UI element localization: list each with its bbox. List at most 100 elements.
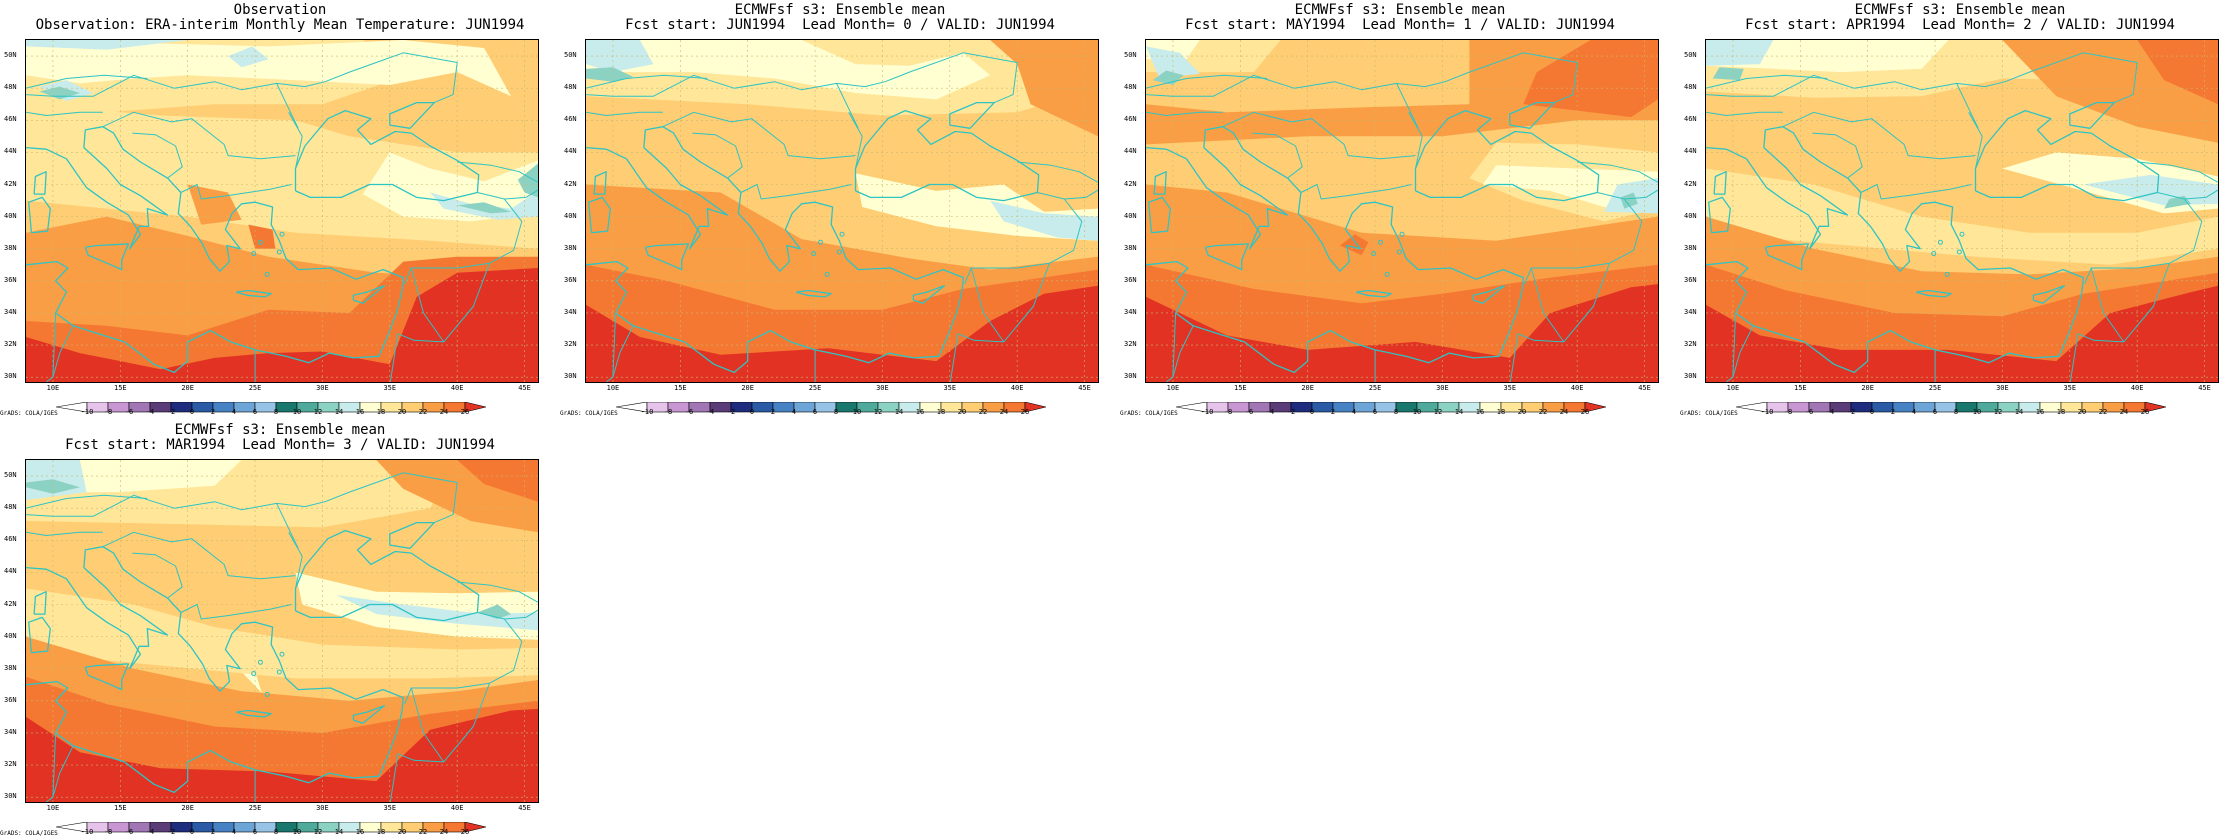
lat-tick-label: 36N [4, 695, 17, 704]
coastline [26, 680, 403, 794]
country-border [132, 552, 183, 599]
colorbar-swatch [212, 821, 235, 833]
coastline [28, 196, 51, 234]
colorbar-label: -2 [1846, 408, 1856, 416]
country-border [1396, 52, 1578, 104]
country-border [1222, 111, 1416, 160]
lon-tick-label: 20E [1301, 384, 1314, 392]
coastline [912, 285, 946, 304]
contour-region [1146, 46, 1200, 79]
country-border [404, 618, 523, 705]
lat-tick-label: 34N [4, 307, 17, 316]
colorbar-swatch [1374, 401, 1397, 413]
lat-tick-label: 40N [1684, 211, 1697, 220]
island [811, 251, 817, 257]
lon-tick-label: 20E [1861, 384, 1874, 392]
temperature-map [1145, 39, 1659, 383]
country-border [1146, 74, 1268, 89]
island [257, 239, 263, 245]
colorbar: -10 -8 -6 -4 -2 0 2 4 6 8 10 12 14 16 18 20 22 24 26 [1175, 398, 1616, 416]
lat-tick-label: 46N [1124, 115, 1137, 124]
coastline [1204, 243, 1250, 271]
colorbar-label: -4 [145, 408, 155, 416]
colorbar-label: 8 [273, 408, 279, 416]
colorbar-label: 8 [833, 408, 839, 416]
contour-region [26, 40, 188, 50]
lon-tick-label: 45E [518, 804, 531, 812]
colorbar-swatch [233, 401, 256, 413]
country-border [410, 687, 445, 763]
country-border [1172, 325, 1194, 378]
colorbar-label: 16 [2035, 408, 2045, 416]
country-border [836, 52, 1018, 104]
shaded-field [26, 460, 538, 802]
colorbar-label: -2 [1286, 408, 1296, 416]
lat-tick-label: 38N [1124, 243, 1137, 252]
colorbar-swatches [55, 821, 487, 833]
contour-region [26, 268, 538, 382]
contour-region [430, 190, 538, 220]
country-border [1812, 132, 1863, 179]
lon-tick-label: 25E [248, 384, 262, 392]
coastline [1356, 289, 1392, 298]
panel-subtitle: Fcst start: APR1994 Lead Month= 2 / VALI… [1745, 17, 2175, 33]
coastline [949, 101, 995, 129]
coastline [1153, 171, 1167, 195]
map-panel: ECMWFsf s3: Ensemble mean Fcst start: MAR… [0, 420, 560, 840]
colorbar-label: -2 [726, 408, 736, 416]
lat-tick-label: 30N [564, 372, 577, 381]
colorbar-arrow-high [464, 821, 487, 833]
colorbar-label: -10 [1760, 408, 1774, 416]
country-border [1509, 263, 1610, 382]
country-border [740, 184, 852, 200]
coastline [352, 705, 386, 724]
island [1371, 251, 1377, 257]
lat-tick-label: 42N [1684, 179, 1697, 188]
lat-tick-label: 48N [1124, 83, 1137, 92]
colorbar-swatch [1934, 401, 1957, 413]
coastline [352, 285, 386, 304]
lat-tick-label: 30N [1124, 372, 1137, 381]
country-border [2069, 263, 2170, 382]
lon-tick-label: 45E [1638, 384, 1651, 392]
colorbar-swatch [793, 401, 816, 413]
colorbar-label: 22 [2098, 408, 2108, 416]
panel-subtitle: Observation: ERA-interim Monthly Mean Te… [35, 17, 525, 33]
colorbar-label: 26 [1580, 408, 1590, 416]
colorbar-label: -2 [166, 828, 176, 836]
lon-tick-label: 35E [943, 384, 957, 392]
country-border [949, 263, 1050, 382]
colorbar-label: 14 [2014, 408, 2024, 416]
colorbar-label: 16 [915, 408, 925, 416]
contour-region [1620, 192, 1638, 209]
lon-tick-label: 10E [1166, 384, 1180, 392]
coastline [1509, 101, 1555, 129]
colorbar: -10 -8 -6 -4 -2 0 2 4 6 8 10 12 14 16 18 20 22 24 26 [615, 398, 1056, 416]
lat-tick-label: 36N [1124, 275, 1137, 284]
colorbar-label: 2 [210, 828, 216, 836]
colorbar: -10 -8 -6 -4 -2 0 2 4 6 8 10 12 14 16 18 20 22 24 26 [55, 818, 496, 836]
country-border [1146, 111, 1223, 116]
country-border [132, 132, 183, 179]
lat-tick-label: 32N [1124, 340, 1137, 349]
country-border [1782, 111, 1976, 160]
coastline [389, 521, 435, 549]
lat-tick-label: 46N [4, 115, 17, 124]
country-border [389, 683, 490, 802]
island [1959, 231, 1965, 237]
colorbar-swatch [1311, 401, 1334, 413]
colorbar-arrow-high [1024, 401, 1047, 413]
colorbar-label: 0 [189, 408, 195, 416]
country-border [586, 74, 708, 89]
colorbar-label: 6 [812, 408, 818, 416]
island [836, 249, 842, 255]
lat-tick-label: 44N [4, 567, 17, 576]
colorbar-label: 18 [936, 408, 946, 416]
coastline [1472, 285, 1506, 304]
contour-region [990, 40, 1098, 137]
colorbar-label: 26 [460, 828, 470, 836]
contour-region [39, 86, 80, 100]
lon-tick-label: 15E [1793, 384, 1807, 392]
lat-tick-label: 46N [4, 535, 17, 544]
colorbar-swatch [254, 821, 277, 833]
